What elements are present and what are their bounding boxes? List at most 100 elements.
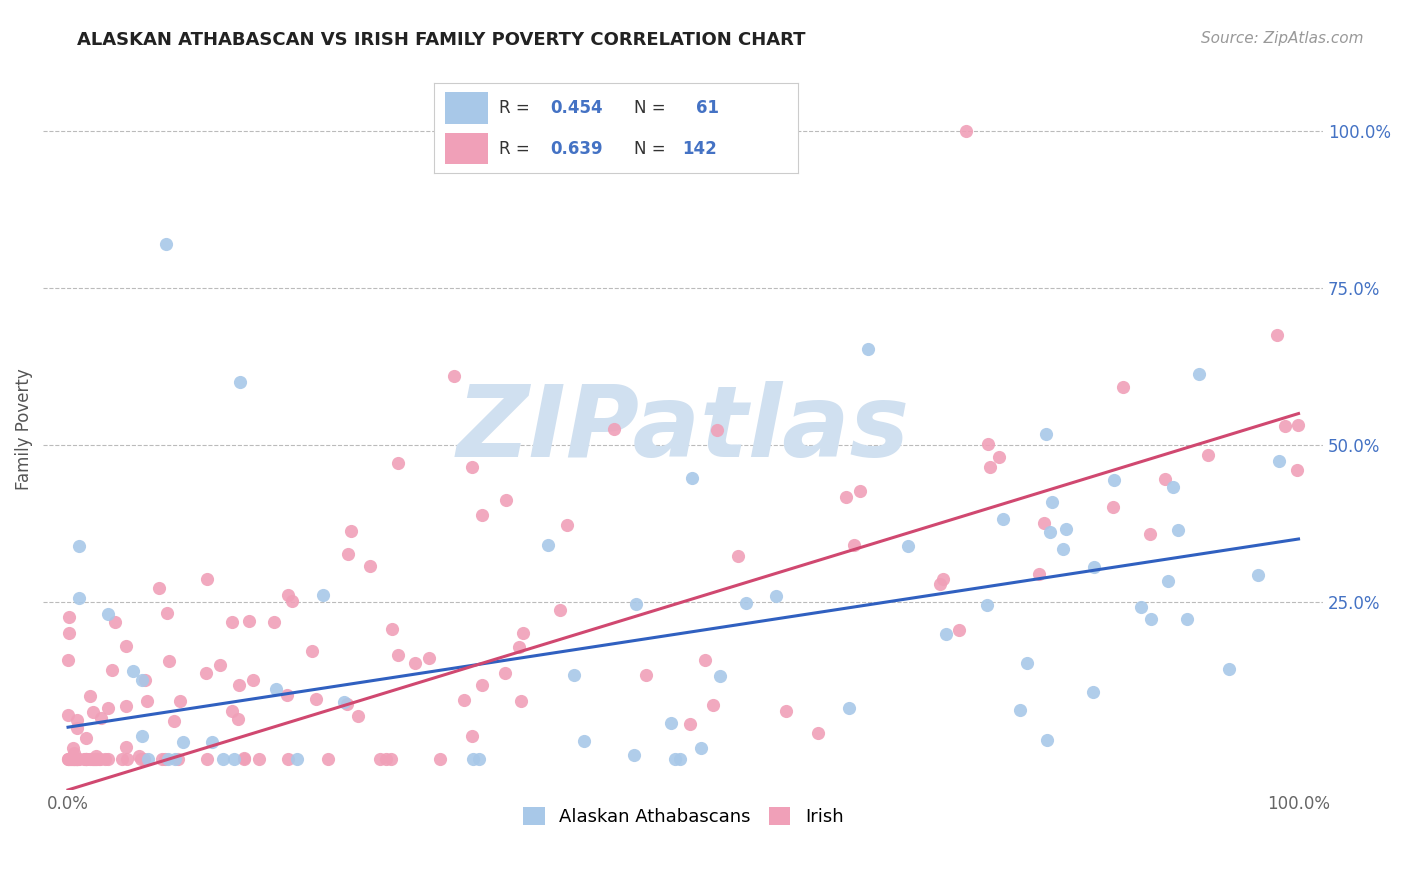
Point bbox=[195, 751, 218, 765]
Point bbox=[1286, 417, 1309, 432]
Point bbox=[59, 751, 82, 765]
Point bbox=[87, 751, 110, 765]
Point bbox=[468, 751, 491, 765]
Point bbox=[75, 731, 97, 745]
Point bbox=[494, 666, 516, 681]
Point bbox=[157, 751, 180, 765]
Point bbox=[624, 598, 647, 612]
Point bbox=[337, 547, 360, 561]
Point bbox=[838, 700, 860, 714]
Point bbox=[229, 375, 252, 389]
Point bbox=[380, 751, 402, 765]
Point bbox=[66, 721, 89, 735]
Point bbox=[429, 751, 451, 765]
Point bbox=[65, 751, 87, 765]
Point bbox=[727, 549, 749, 563]
Point bbox=[664, 751, 686, 765]
Point bbox=[661, 716, 683, 731]
Point bbox=[131, 729, 153, 743]
Point bbox=[734, 596, 756, 610]
Point bbox=[471, 508, 494, 523]
Point bbox=[988, 450, 1011, 464]
Point bbox=[537, 538, 560, 552]
Point bbox=[84, 751, 107, 765]
Point bbox=[104, 615, 127, 630]
Point bbox=[82, 751, 104, 765]
Point bbox=[404, 656, 426, 670]
Point bbox=[276, 688, 298, 702]
Point bbox=[285, 751, 308, 765]
Point bbox=[387, 456, 409, 470]
Point bbox=[195, 666, 218, 681]
Point bbox=[550, 603, 572, 617]
Point bbox=[1156, 574, 1178, 588]
Point bbox=[75, 751, 97, 765]
Point bbox=[835, 490, 858, 504]
Point bbox=[75, 751, 97, 765]
Point bbox=[1008, 703, 1031, 717]
Point bbox=[1139, 527, 1161, 541]
Point bbox=[73, 751, 96, 765]
Point bbox=[1111, 379, 1133, 393]
Point bbox=[1175, 612, 1198, 626]
Point bbox=[114, 740, 136, 755]
Point bbox=[1032, 516, 1054, 530]
Point bbox=[555, 518, 578, 533]
Point bbox=[1153, 472, 1175, 486]
Point bbox=[897, 539, 920, 553]
Point bbox=[979, 460, 1001, 475]
Point bbox=[264, 682, 287, 697]
Point bbox=[471, 678, 494, 692]
Point bbox=[67, 539, 90, 553]
Point bbox=[59, 751, 82, 765]
Point bbox=[63, 751, 86, 765]
Point bbox=[67, 751, 90, 765]
Point bbox=[228, 678, 250, 692]
Point bbox=[96, 751, 118, 765]
Point bbox=[681, 471, 703, 485]
Point bbox=[1104, 473, 1126, 487]
Point bbox=[976, 437, 998, 451]
Point bbox=[1247, 568, 1270, 582]
Point bbox=[495, 493, 517, 508]
Point bbox=[66, 751, 89, 765]
Point bbox=[849, 484, 872, 499]
Point bbox=[706, 423, 728, 437]
Point bbox=[1035, 426, 1057, 441]
Point bbox=[623, 748, 645, 763]
Point bbox=[66, 751, 89, 765]
Point bbox=[56, 652, 79, 666]
Point bbox=[221, 615, 243, 629]
Point bbox=[1268, 453, 1291, 467]
Point bbox=[82, 706, 104, 720]
Point bbox=[58, 610, 80, 624]
Point bbox=[136, 694, 159, 708]
Point bbox=[121, 665, 143, 679]
Point bbox=[381, 622, 404, 636]
Point bbox=[65, 751, 87, 765]
Point bbox=[79, 689, 101, 703]
Point bbox=[1274, 418, 1296, 433]
Point bbox=[157, 654, 180, 668]
Point bbox=[1054, 523, 1077, 537]
Point bbox=[1028, 566, 1050, 581]
Point bbox=[80, 751, 103, 765]
Point bbox=[443, 369, 465, 384]
Point bbox=[1197, 448, 1219, 462]
Point bbox=[948, 623, 970, 637]
Point bbox=[238, 614, 260, 628]
Point bbox=[115, 698, 138, 713]
Point bbox=[1130, 599, 1153, 614]
Point bbox=[935, 627, 957, 641]
Point bbox=[461, 751, 484, 765]
Point bbox=[242, 673, 264, 688]
Point bbox=[228, 712, 250, 726]
Point bbox=[56, 708, 79, 723]
Point bbox=[976, 599, 998, 613]
Point bbox=[1218, 661, 1240, 675]
Point bbox=[368, 751, 391, 765]
Point bbox=[163, 714, 186, 728]
Point bbox=[312, 588, 335, 602]
Point bbox=[1039, 524, 1062, 539]
Point bbox=[97, 700, 120, 714]
